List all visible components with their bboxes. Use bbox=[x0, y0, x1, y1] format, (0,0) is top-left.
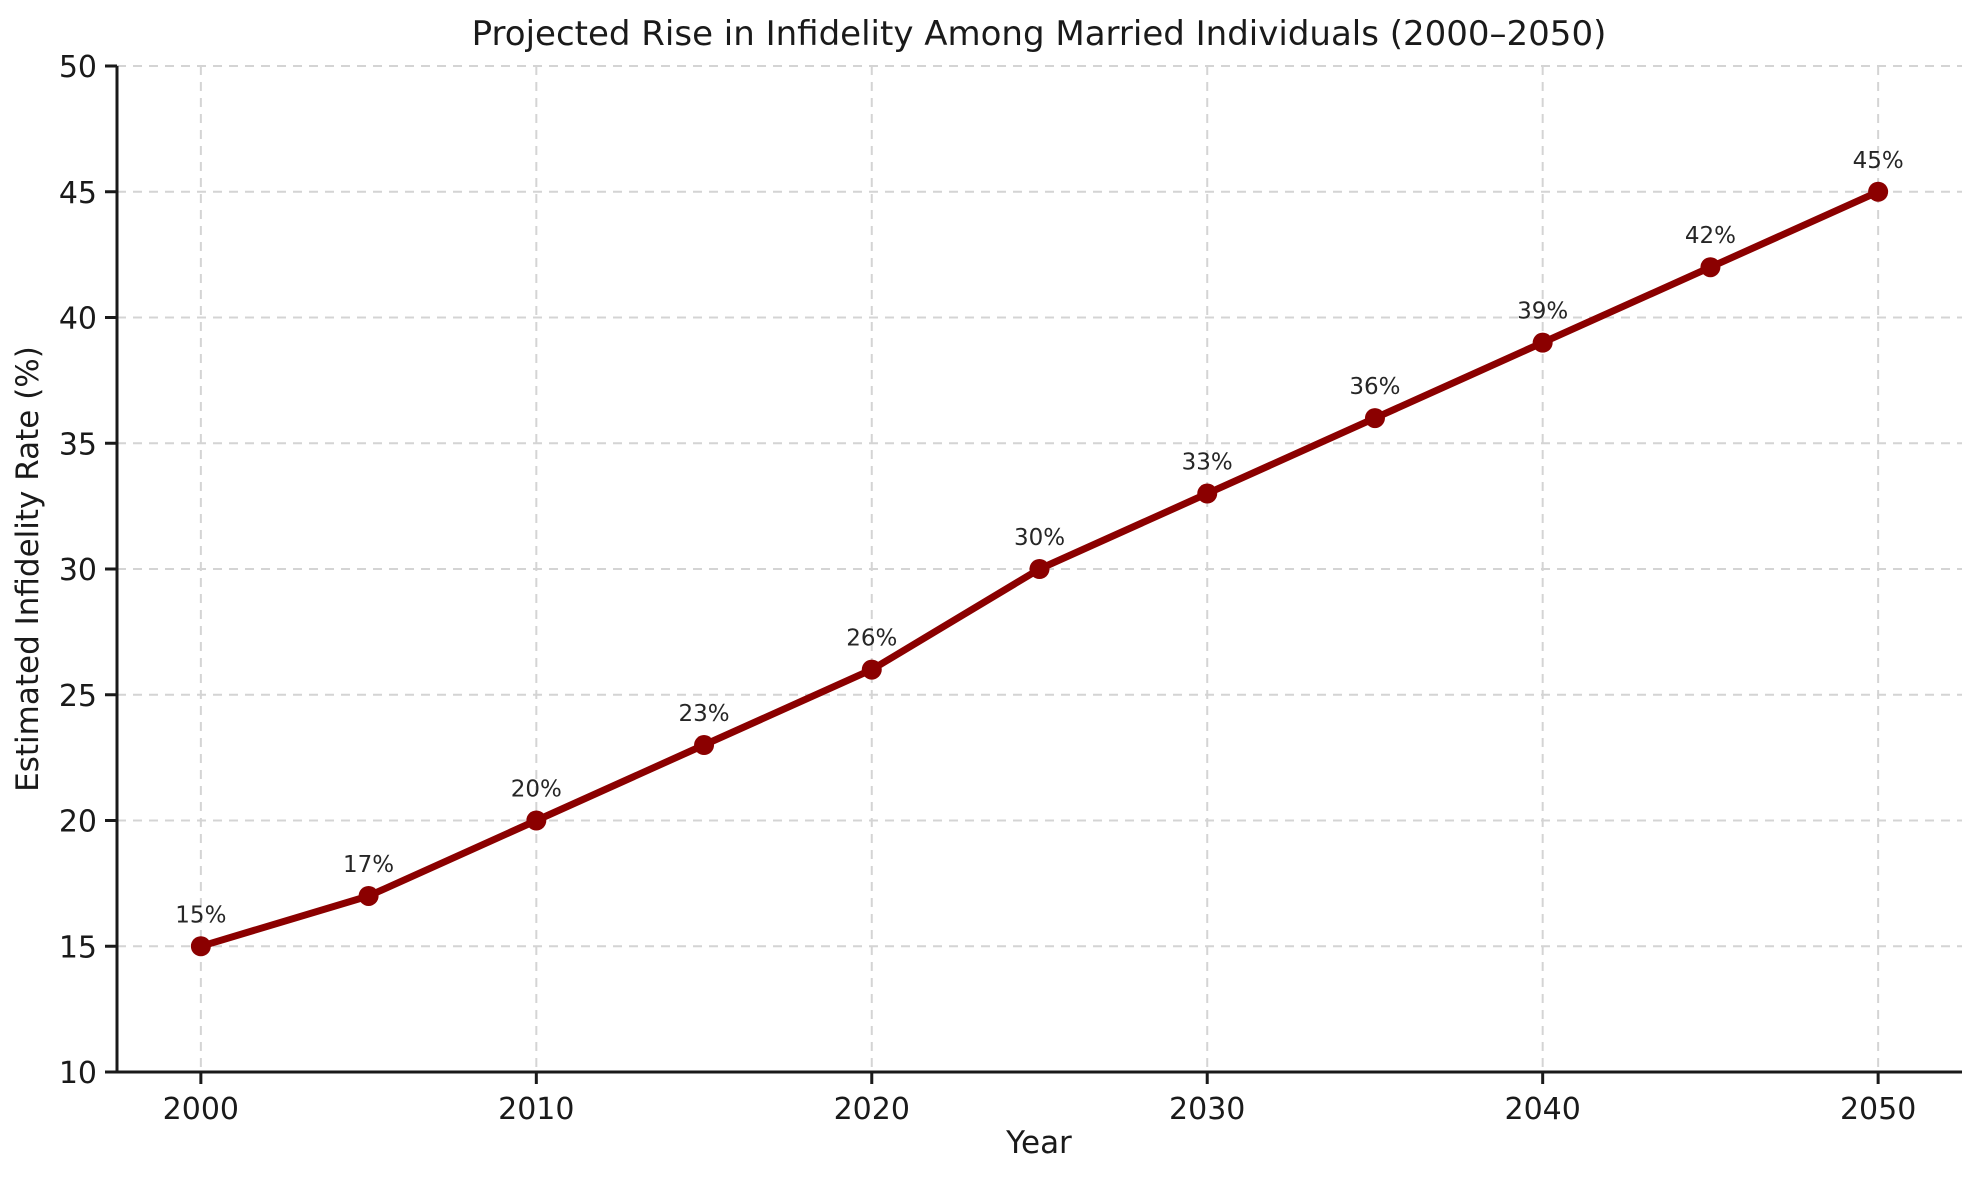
data-point-2045 bbox=[1700, 257, 1721, 278]
data-point-label-2010: 20% bbox=[511, 777, 562, 803]
chart-title: Projected Rise in Infidelity Among Marri… bbox=[472, 14, 1607, 54]
y-tick-label-35: 35 bbox=[59, 427, 97, 462]
data-point-2050 bbox=[1868, 181, 1889, 202]
data-point-2015 bbox=[694, 735, 715, 756]
data-point-label-2035: 36% bbox=[1349, 374, 1400, 400]
data-point-label-2045: 42% bbox=[1685, 223, 1736, 249]
data-point-label-2015: 23% bbox=[678, 701, 729, 727]
y-tick-label-40: 40 bbox=[59, 302, 97, 337]
data-point-label-2030: 33% bbox=[1182, 450, 1233, 476]
data-point-2030 bbox=[1197, 483, 1218, 504]
x-tick-label-2040: 2040 bbox=[1505, 1092, 1581, 1127]
x-tick-label-2050: 2050 bbox=[1840, 1092, 1916, 1127]
data-point-2010 bbox=[526, 810, 547, 831]
data-point-label-2000: 15% bbox=[175, 902, 226, 928]
data-point-2005 bbox=[358, 885, 379, 906]
y-tick-label-25: 25 bbox=[59, 679, 97, 714]
y-tick-label-50: 50 bbox=[59, 50, 97, 85]
data-point-label-2005: 17% bbox=[343, 852, 394, 878]
data-point-label-2040: 39% bbox=[1517, 299, 1568, 325]
x-tick-label-2010: 2010 bbox=[498, 1092, 574, 1127]
x-tick-label-2030: 2030 bbox=[1169, 1092, 1245, 1127]
data-point-2000 bbox=[190, 936, 211, 957]
y-tick-label-10: 10 bbox=[59, 1056, 97, 1091]
tick-label-layer: 2000 2010 2020 2030 2040 2050 10 15 20 25 30 35 40 45… bbox=[59, 50, 1917, 1127]
data-point-2040 bbox=[1532, 332, 1553, 353]
point-label-layer: 15% 17% 20% 23% 26% 30% 33% 36% 39% 42% 45% bbox=[175, 148, 1903, 929]
axes-layer bbox=[105, 64, 1962, 1084]
data-point-2025 bbox=[1029, 559, 1050, 579]
y-tick-label-15: 15 bbox=[59, 930, 97, 965]
data-point-label-2050: 45% bbox=[1853, 148, 1904, 174]
y-axis-label: Estimated Infidelity Rate (%) bbox=[10, 346, 46, 792]
x-tick-label-2000: 2000 bbox=[163, 1092, 239, 1127]
y-tick-label-30: 30 bbox=[59, 553, 97, 588]
y-tick-label-45: 45 bbox=[59, 176, 97, 211]
x-tick-label-2020: 2020 bbox=[834, 1092, 910, 1127]
x-axis-label: Year bbox=[1005, 1125, 1072, 1161]
data-point-label-2020: 26% bbox=[846, 626, 897, 652]
data-point-label-2025: 30% bbox=[1014, 525, 1065, 551]
y-tick-label-20: 20 bbox=[59, 805, 97, 840]
data-point-2035 bbox=[1364, 408, 1385, 429]
series-layer bbox=[190, 181, 1889, 957]
data-point-2020 bbox=[861, 659, 882, 680]
